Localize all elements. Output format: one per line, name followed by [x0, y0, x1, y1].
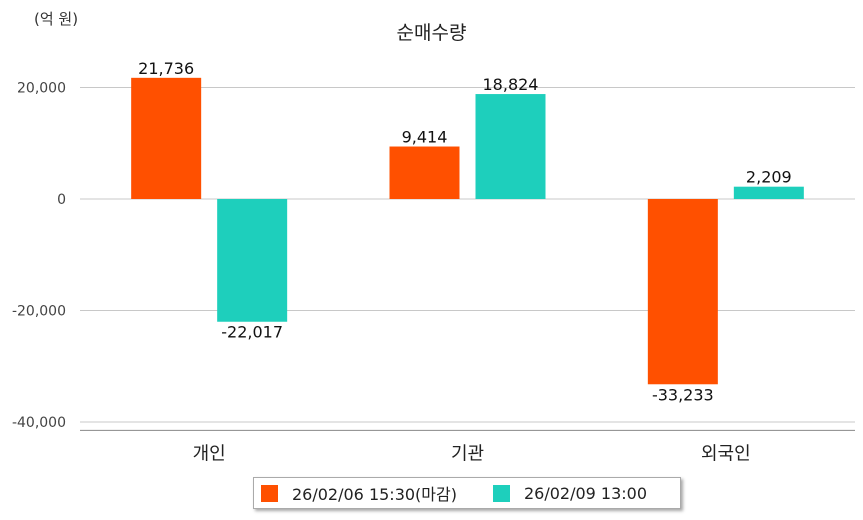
x-tick-label: 개인	[193, 443, 226, 464]
legend-item-series-2[interactable]: 26/02/09 13:00	[492, 483, 648, 503]
legend-label-series-2: 26/02/09 13:00	[523, 483, 648, 503]
bar	[647, 199, 718, 385]
bar-chart: 20,000 0 -20,000 -40,000 21,736 -22,017 개인 9,41…	[12, 59, 855, 464]
y-tick-label: -40,000	[12, 415, 66, 431]
legend-swatch-series-1	[261, 484, 278, 502]
legend-label-series-1: 26/02/06 15:30(마감)	[292, 485, 457, 504]
x-tick-label: 외국인	[701, 443, 751, 464]
legend-swatch-series-2	[492, 484, 510, 502]
chart-title: 순매수량	[396, 22, 467, 44]
y-axis-unit-label: (억 원)	[34, 10, 79, 28]
bar	[733, 186, 804, 199]
data-label: 18,824	[483, 75, 539, 94]
data-label: 9,414	[402, 128, 448, 147]
y-tick-label: -20,000	[12, 304, 66, 320]
legend: 26/02/06 15:30(마감) 26/02/09 13:00	[253, 477, 681, 509]
x-tick-label: 기관	[451, 443, 484, 464]
y-tick-label: 20,000	[17, 81, 66, 97]
data-label: -33,233	[652, 385, 714, 404]
data-label: 21,736	[138, 59, 194, 78]
bar	[217, 199, 288, 322]
data-label: -22,017	[221, 323, 283, 342]
legend-item-series-1[interactable]: 26/02/06 15:30(마감)	[261, 481, 457, 505]
y-tick-label: 0	[57, 192, 66, 208]
bar	[131, 77, 202, 199]
data-label: 2,209	[746, 168, 792, 187]
bar	[475, 94, 546, 199]
bar	[389, 146, 460, 199]
